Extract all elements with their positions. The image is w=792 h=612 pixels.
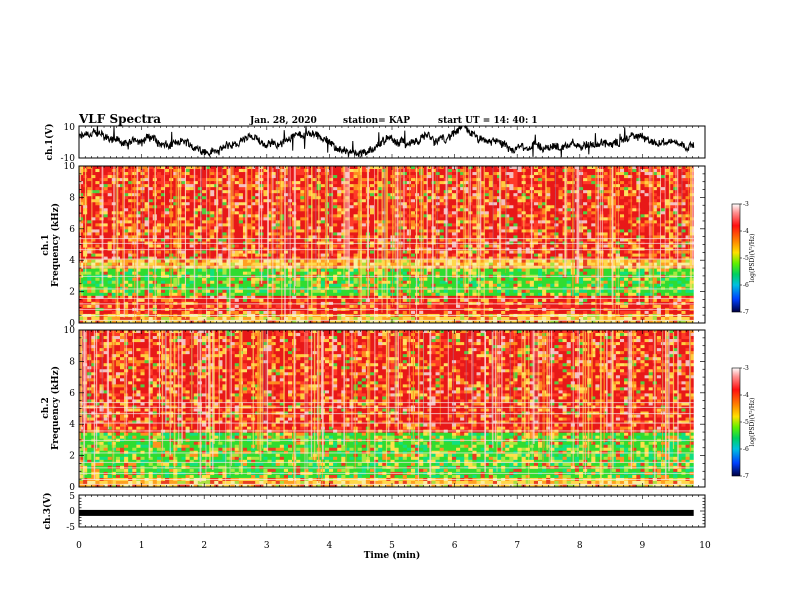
ytick-label-6: 6 — [69, 389, 75, 399]
x-tick-label-6: 6 — [452, 541, 458, 551]
start-time-label: start UT = 14: 40: 1 — [438, 116, 538, 126]
ch1-spectrogram-ylabel-channel: ch.1 — [41, 234, 51, 255]
station-label: station= KAP — [343, 116, 410, 126]
figure-title: VLF Spectra — [78, 112, 161, 126]
colorbar-tick-label: -5 — [743, 419, 749, 426]
ch3-ytick-bottom: -5 — [66, 523, 75, 533]
x-tick-label-5: 5 — [389, 541, 395, 551]
ch1-waveform-line — [78, 124, 695, 158]
x-tick-label-10: 10 — [699, 541, 711, 551]
ch1-waveform-ticks — [78, 125, 706, 159]
x-tick-label-4: 4 — [327, 541, 333, 551]
ytick-label-10: 10 — [64, 162, 76, 172]
x-axis-tick-labels: 0 1 2 3 4 5 6 7 8 9 10 — [76, 541, 711, 551]
ch1-spectrogram-panel: 0 2 4 6 8 10 ch.1 Frequency (kHz) -3 -4 -5 -6 -7 l… — [41, 162, 756, 329]
x-tick-label-3: 3 — [264, 541, 270, 551]
colorbar-tick-label: -6 — [743, 282, 749, 289]
colorbar-tick-label: -4 — [743, 228, 749, 235]
ch3-ytick-middle: 0 — [69, 507, 75, 517]
ytick-label-2: 2 — [69, 288, 75, 298]
colorbar-label: log(PSD)(V²/Hz) — [749, 234, 756, 283]
colorbar-label: log(PSD)(V²/Hz) — [749, 398, 756, 447]
colorbar-tick-label: -5 — [743, 255, 749, 262]
ytick-label-4: 4 — [69, 256, 75, 266]
ytick-label-8: 8 — [69, 193, 75, 203]
x-axis-label: Time (min) — [364, 550, 421, 561]
date-label: Jan. 28, 2020 — [249, 116, 317, 126]
ch2-spectrogram-ylabel-frequency: Frequency (kHz) — [50, 366, 61, 450]
ch3-waveform-line — [79, 509, 694, 516]
x-tick-label-0: 0 — [76, 541, 82, 551]
ch2-spectrogram-ytick-labels: 0 2 4 6 8 10 — [64, 326, 76, 493]
ch2-colorbar: -3 -4 -5 -6 -7 log(PSD)(V²/Hz) — [731, 365, 756, 480]
ch3-waveform-ticks — [78, 494, 706, 528]
colorbar-tick-label: -7 — [743, 309, 749, 316]
x-tick-label-9: 9 — [640, 541, 646, 551]
ch2-spectrogram-ticks — [78, 329, 706, 488]
colorbar-tick-label: -3 — [743, 365, 749, 372]
ch1-ylabel: ch.1(V) — [44, 124, 55, 161]
x-tick-label-7: 7 — [514, 541, 520, 551]
colorbar-gradient — [731, 367, 741, 477]
ch3-waveform-panel: 5 0 -5 ch.3(V) — [42, 492, 706, 533]
colorbar-tick-label: -6 — [743, 446, 749, 453]
ytick-label-2: 2 — [69, 452, 75, 462]
ytick-label-6: 6 — [69, 225, 75, 235]
colorbar-tick-label: -7 — [743, 473, 749, 480]
colorbar-tick-label: -3 — [743, 201, 749, 208]
ch1-ytick-bottom: -10 — [61, 154, 76, 164]
ytick-label-10: 10 — [64, 326, 76, 336]
ch2-spectrogram-ylabel-channel: ch.2 — [41, 397, 51, 418]
x-tick-label-2: 2 — [201, 541, 207, 551]
colorbar-tick-label: -4 — [743, 392, 749, 399]
ch2-spectrogram-panel: 0 2 4 6 8 10 ch.2 Frequency (kHz) -3 -4 -5 -6 -7 l… — [41, 326, 756, 493]
ytick-label-8: 8 — [69, 357, 75, 367]
ch3-ylabel: ch.3(V) — [42, 493, 53, 530]
ytick-label-0: 0 — [69, 483, 75, 493]
colorbar-gradient — [731, 203, 741, 313]
ytick-label-0: 0 — [69, 319, 75, 329]
x-tick-label-1: 1 — [139, 541, 145, 551]
ch1-waveform-panel: 10 -10 ch.1(V) — [44, 123, 706, 164]
ytick-label-4: 4 — [69, 420, 75, 430]
ch1-colorbar: -3 -4 -5 -6 -7 log(PSD)(V²/Hz) — [731, 201, 756, 316]
ch1-spectrogram-ticks — [78, 165, 706, 324]
ch1-spectrogram-ytick-labels: 0 2 4 6 8 10 — [64, 162, 76, 329]
x-tick-label-8: 8 — [577, 541, 583, 551]
ch3-ytick-top: 5 — [69, 492, 75, 502]
ch2-spectrogram-image — [79, 330, 705, 488]
ch1-ytick-top: 10 — [64, 123, 76, 133]
ch1-spectrogram-image — [79, 166, 705, 324]
ch1-spectrogram-ylabel-frequency: Frequency (kHz) — [50, 203, 61, 287]
